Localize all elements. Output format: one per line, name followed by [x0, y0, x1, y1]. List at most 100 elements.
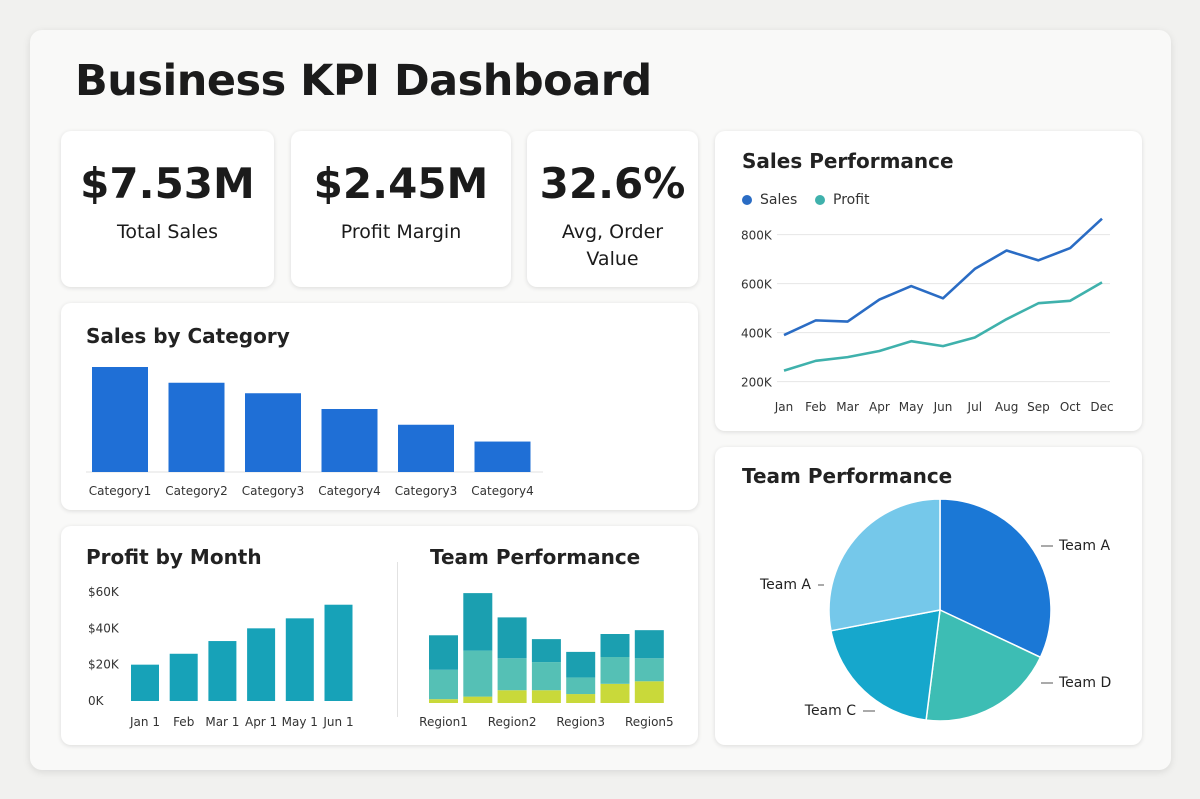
stacked-bar-segment	[566, 651, 596, 678]
profit-team-card[interactable]: Profit by Month Team Performance 0K $20K $…	[61, 526, 698, 745]
bar	[285, 618, 314, 701]
legend-label: Sales	[760, 192, 798, 208]
y-tick-label: 200K	[741, 376, 773, 390]
x-tick-label: Apr 1	[245, 715, 277, 729]
kpi-value: 32.6%	[539, 159, 686, 208]
series-line-profit	[783, 281, 1103, 372]
x-tick-label: Aug	[995, 400, 1018, 414]
sales-performance-card[interactable]: Sales Performance Sales Profit 200K 400K 6…	[715, 131, 1142, 431]
x-tick-label: May	[899, 400, 924, 414]
stacked-bar-segment	[566, 694, 596, 703]
stacked-bar-segment	[497, 617, 527, 659]
y-tick-label: $60K	[88, 585, 120, 599]
stacked-bar-segment	[531, 639, 561, 663]
kpi-card-avg-order-value[interactable]: 32.6% Avg, Order Value	[527, 131, 698, 287]
stacked-bar-segment	[600, 657, 630, 684]
kpi-card-total-sales[interactable]: $7.53M Total Sales	[61, 131, 274, 287]
card-title: Team Performance	[430, 545, 641, 569]
page-title: Business KPI Dashboard	[75, 56, 652, 106]
bar	[208, 641, 237, 701]
card-title: Sales by Category	[86, 324, 290, 348]
bar	[324, 604, 353, 701]
pie-slice	[830, 609, 941, 721]
bar	[169, 653, 198, 701]
bar	[245, 393, 301, 472]
stacked-bar-segment	[497, 690, 527, 703]
bar	[321, 409, 378, 472]
card-title: Team Performance	[742, 464, 953, 488]
y-tick-label: 400K	[741, 327, 773, 341]
kpi-label: Avg, Order Value	[561, 221, 664, 270]
stacked-bar-segment	[531, 662, 561, 691]
series-line-sales	[783, 217, 1103, 337]
stacked-bar-segment	[566, 677, 596, 695]
x-tick-label: Dec	[1090, 400, 1113, 414]
pie-label: Team D	[1058, 675, 1111, 691]
stacked-bar-segment	[600, 683, 630, 703]
x-tick-label: Region5	[625, 715, 674, 729]
bar	[247, 628, 276, 701]
x-tick-label: Jun	[933, 400, 953, 414]
x-tick-label: Category4	[471, 484, 533, 498]
x-tick-label: Region2	[488, 715, 537, 729]
kpi-label: Profit Margin	[340, 221, 462, 244]
bar	[168, 382, 225, 472]
x-tick-label: Region1	[419, 715, 468, 729]
pie-slice	[939, 498, 1052, 659]
x-tick-label: Jul	[967, 400, 982, 414]
stacked-bar-segment	[634, 630, 664, 659]
stacked-bar-segment	[531, 690, 561, 703]
team-performance-card[interactable]: Team Performance Team A Team D Team C Team …	[715, 447, 1142, 745]
pie-label: Team C	[804, 703, 856, 719]
card-title: Profit by Month	[86, 545, 262, 569]
stacked-bar-segment	[463, 696, 493, 703]
x-tick-label: Feb	[805, 400, 826, 414]
legend-sales: Sales	[742, 192, 797, 208]
kpi-value: $7.53M	[80, 159, 255, 208]
x-tick-label: Sep	[1027, 400, 1050, 414]
x-tick-label: Category3	[242, 484, 304, 498]
legend-swatch-profit	[815, 195, 825, 205]
x-tick-label: Mar	[836, 400, 859, 414]
card-title: Sales Performance	[742, 149, 954, 173]
x-tick-label: Jan	[774, 400, 794, 414]
y-tick-label: $40K	[88, 621, 120, 635]
stacked-bar-segment	[463, 650, 493, 697]
y-tick-label: $20K	[88, 658, 120, 672]
y-tick-label: 800K	[741, 229, 773, 243]
bar	[474, 441, 531, 472]
x-tick-label: Category3	[395, 484, 457, 498]
y-tick-label: 0K	[88, 694, 105, 708]
kpi-value: $2.45M	[313, 159, 489, 208]
x-tick-label: Category2	[165, 484, 227, 498]
stacked-bar-segment	[429, 699, 458, 703]
stacked-bar-segment	[429, 635, 458, 670]
stacked-bar-segment	[463, 593, 493, 651]
x-tick-label: May 1	[282, 715, 318, 729]
divider	[397, 562, 398, 717]
legend-label: Profit	[833, 192, 870, 208]
sales-by-category-card[interactable]: Sales by Category Category1 Category2 Cate…	[61, 303, 698, 510]
stacked-bar-segment	[634, 658, 664, 682]
x-tick-label: Jan 1	[129, 715, 160, 729]
y-tick-label: 600K	[741, 278, 773, 292]
x-tick-label: Mar 1	[205, 715, 239, 729]
sales-performance-chart: 200K 400K 600K 800K Jan Feb Mar Apr May Jun Jul Aug…	[741, 217, 1114, 414]
sales-by-category-chart: Category1 Category2 Category3 Category4 Cate…	[86, 367, 543, 498]
bar	[92, 367, 148, 472]
kpi-card-profit-margin[interactable]: $2.45M Profit Margin	[291, 131, 511, 287]
x-tick-label: Jun 1	[322, 715, 353, 729]
pie-slice	[828, 498, 941, 632]
x-tick-label: Region3	[556, 715, 605, 729]
pie-label: Team A	[759, 577, 811, 593]
legend-swatch-sales	[742, 195, 752, 205]
x-tick-label: Apr	[869, 400, 890, 414]
kpi-label: Total Sales	[117, 221, 218, 244]
pie-label: Team A	[1058, 538, 1110, 554]
stacked-bar-segment	[497, 658, 527, 691]
stacked-bar-segment	[600, 634, 630, 657]
x-tick-label: Category4	[318, 484, 380, 498]
x-tick-label: Feb	[173, 715, 194, 729]
stacked-bar-segment	[634, 681, 664, 703]
x-tick-label: Oct	[1060, 400, 1081, 414]
